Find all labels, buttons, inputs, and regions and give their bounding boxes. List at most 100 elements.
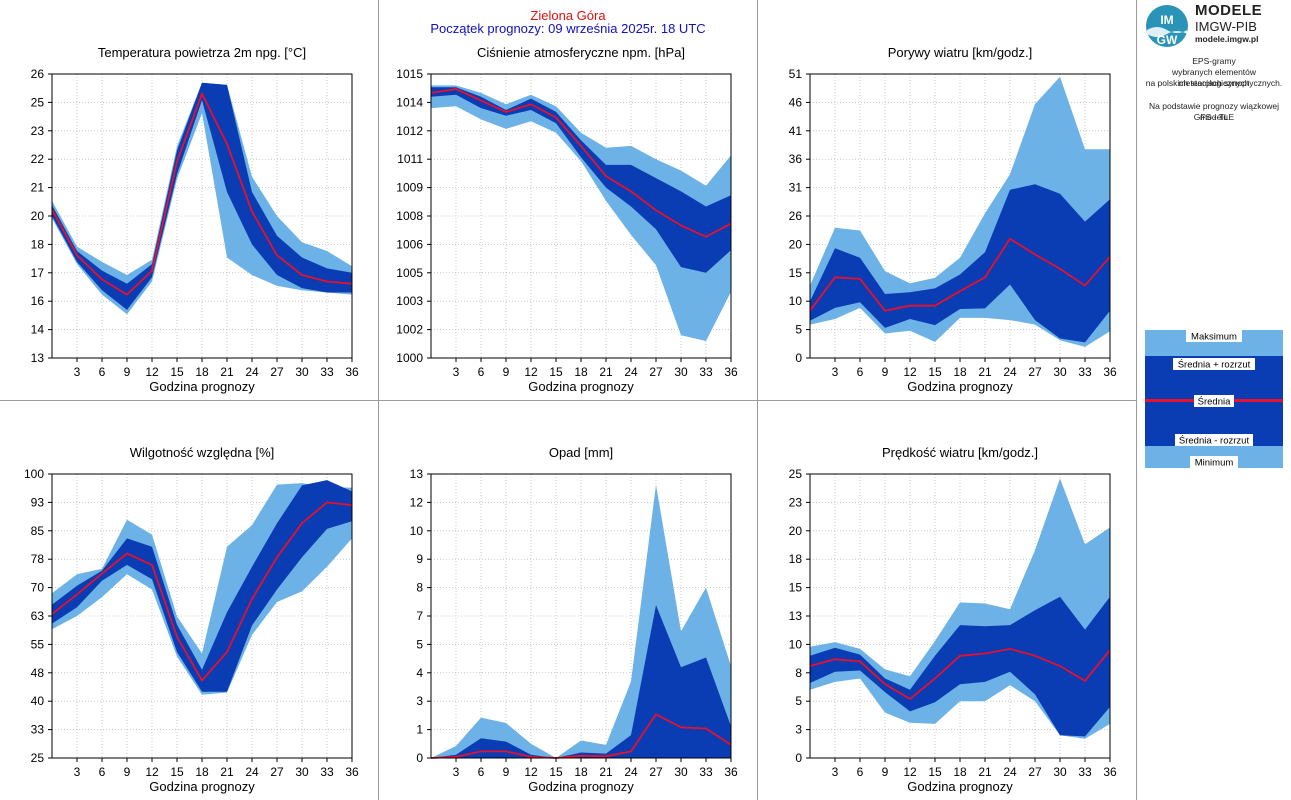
- legend-max-label: Maksimum: [1191, 332, 1237, 343]
- imgw-logo-icon: IM GW: [1146, 5, 1188, 47]
- x-tick-label: 21: [599, 765, 613, 779]
- logo-title: MODELE: [1195, 2, 1263, 19]
- x-tick-label: 3: [832, 765, 839, 779]
- y-tick-label: 13: [789, 609, 803, 623]
- y-tick-label: 48: [31, 666, 45, 680]
- x-tick-label: 6: [478, 365, 485, 379]
- x-tick-label: 9: [503, 365, 510, 379]
- x-tick-label: 18: [574, 365, 588, 379]
- x-tick-label: 12: [903, 365, 917, 379]
- x-tick-label: 3: [453, 765, 460, 779]
- x-tick-label: 21: [978, 365, 992, 379]
- y-tick-label: 36: [789, 152, 803, 166]
- x-tick-label: 3: [74, 365, 81, 379]
- legend-upper-label: Średnia + rozrzut: [1178, 359, 1251, 371]
- x-tick-label: 36: [724, 365, 738, 379]
- x-tick-label: 15: [170, 765, 184, 779]
- y-tick-label: 16: [31, 294, 45, 308]
- forecast-start: Początek prognozy: 09 września 2025r. 18…: [430, 21, 706, 36]
- x-tick-label: 6: [478, 765, 485, 779]
- x-tick-label: 18: [574, 765, 588, 779]
- band-mean-spread: [810, 596, 1110, 737]
- y-tick-label: 0: [795, 351, 802, 365]
- mean-line: [809, 647, 1111, 700]
- x-tick-label: 15: [928, 365, 942, 379]
- x-tick-label: 36: [345, 765, 359, 779]
- y-tick-label: 1002: [396, 323, 423, 337]
- x-tick-label: 9: [124, 365, 131, 379]
- y-tick-label: 8: [795, 666, 802, 680]
- y-tick-label: 17: [31, 266, 45, 280]
- legend-box-min: [1190, 456, 1238, 468]
- x-tick-label: 15: [170, 365, 184, 379]
- y-tick-label: 5: [795, 323, 802, 337]
- y-tick-label: 5: [416, 637, 423, 651]
- mean-line: [809, 237, 1111, 312]
- x-tick-label: 3: [74, 765, 81, 779]
- y-tick-label: 1015: [396, 67, 423, 81]
- x-tick-label: 30: [674, 765, 688, 779]
- legend-mean-label: Średnia: [1198, 396, 1231, 408]
- description-line-1: EPS-gramy: [1192, 56, 1236, 66]
- x-tick-label: 24: [624, 765, 638, 779]
- y-tick-label: 1011: [397, 152, 423, 166]
- y-tick-label: 15: [789, 266, 803, 280]
- x-tick-label: 36: [1103, 365, 1117, 379]
- y-tick-label: 1005: [396, 266, 423, 280]
- x-tick-label: 6: [99, 365, 106, 379]
- x-tick-label: 6: [857, 365, 864, 379]
- y-tick-label: 15: [789, 581, 803, 595]
- chart-title: Porywy wiatru [km/godz.]: [888, 45, 1033, 60]
- y-tick-label: 46: [789, 95, 803, 109]
- x-tick-label: 33: [699, 365, 713, 379]
- x-tick-label: 24: [245, 765, 259, 779]
- y-tick-label: 1009: [396, 181, 423, 195]
- x-axis-label: Godzina prognozy: [149, 379, 255, 394]
- x-axis-label: Godzina prognozy: [907, 779, 1013, 794]
- x-axis-label: Godzina prognozy: [907, 379, 1013, 394]
- x-tick-label: 33: [1078, 365, 1092, 379]
- x-axis-label: Godzina prognozy: [528, 779, 634, 794]
- y-tick-label: 26: [789, 209, 803, 223]
- y-tick-label: 4: [416, 666, 423, 680]
- x-tick-label: 30: [674, 365, 688, 379]
- y-tick-label: 1006: [396, 237, 423, 251]
- x-tick-label: 18: [195, 365, 209, 379]
- chart-title: Wilgotność względna [%]: [130, 445, 275, 460]
- y-tick-label: 0: [795, 751, 802, 765]
- x-tick-label: 27: [649, 765, 663, 779]
- y-tick-label: 26: [31, 67, 45, 81]
- y-tick-label: 10: [410, 524, 424, 538]
- y-tick-label: 7: [416, 609, 423, 623]
- x-tick-label: 12: [524, 365, 538, 379]
- y-tick-label: 25: [789, 467, 803, 481]
- y-tick-label: 1: [416, 723, 423, 737]
- band-mean-spread: [431, 605, 731, 758]
- band-mean-spread: [52, 480, 352, 692]
- x-tick-label: 21: [220, 365, 234, 379]
- x-tick-label: 3: [832, 365, 839, 379]
- y-tick-label: 1014: [396, 95, 423, 109]
- band-mean-spread: [52, 82, 352, 310]
- description-line-3: na polskich stacjach synoptycznych.: [1145, 78, 1283, 88]
- legend-box-mean: [1194, 395, 1234, 407]
- y-tick-label: 1003: [396, 294, 423, 308]
- grid: [52, 73, 353, 359]
- y-tick-label: 18: [31, 237, 45, 251]
- y-tick-label: 18: [789, 552, 803, 566]
- chart-title: Opad [mm]: [549, 445, 613, 460]
- description-line-2: wybranych elementów meteorologicznych: [1171, 67, 1257, 88]
- x-tick-label: 24: [245, 365, 259, 379]
- x-tick-label: 24: [624, 365, 638, 379]
- x-axis-label: Godzina prognozy: [528, 379, 634, 394]
- x-tick-label: 36: [345, 365, 359, 379]
- x-tick-label: 36: [724, 765, 738, 779]
- y-tick-label: 9: [416, 552, 423, 566]
- sidebar: IM GW MODELE IMGW-PIB modele.imgw.pl EPS…: [1137, 0, 1291, 800]
- x-tick-label: 9: [882, 765, 889, 779]
